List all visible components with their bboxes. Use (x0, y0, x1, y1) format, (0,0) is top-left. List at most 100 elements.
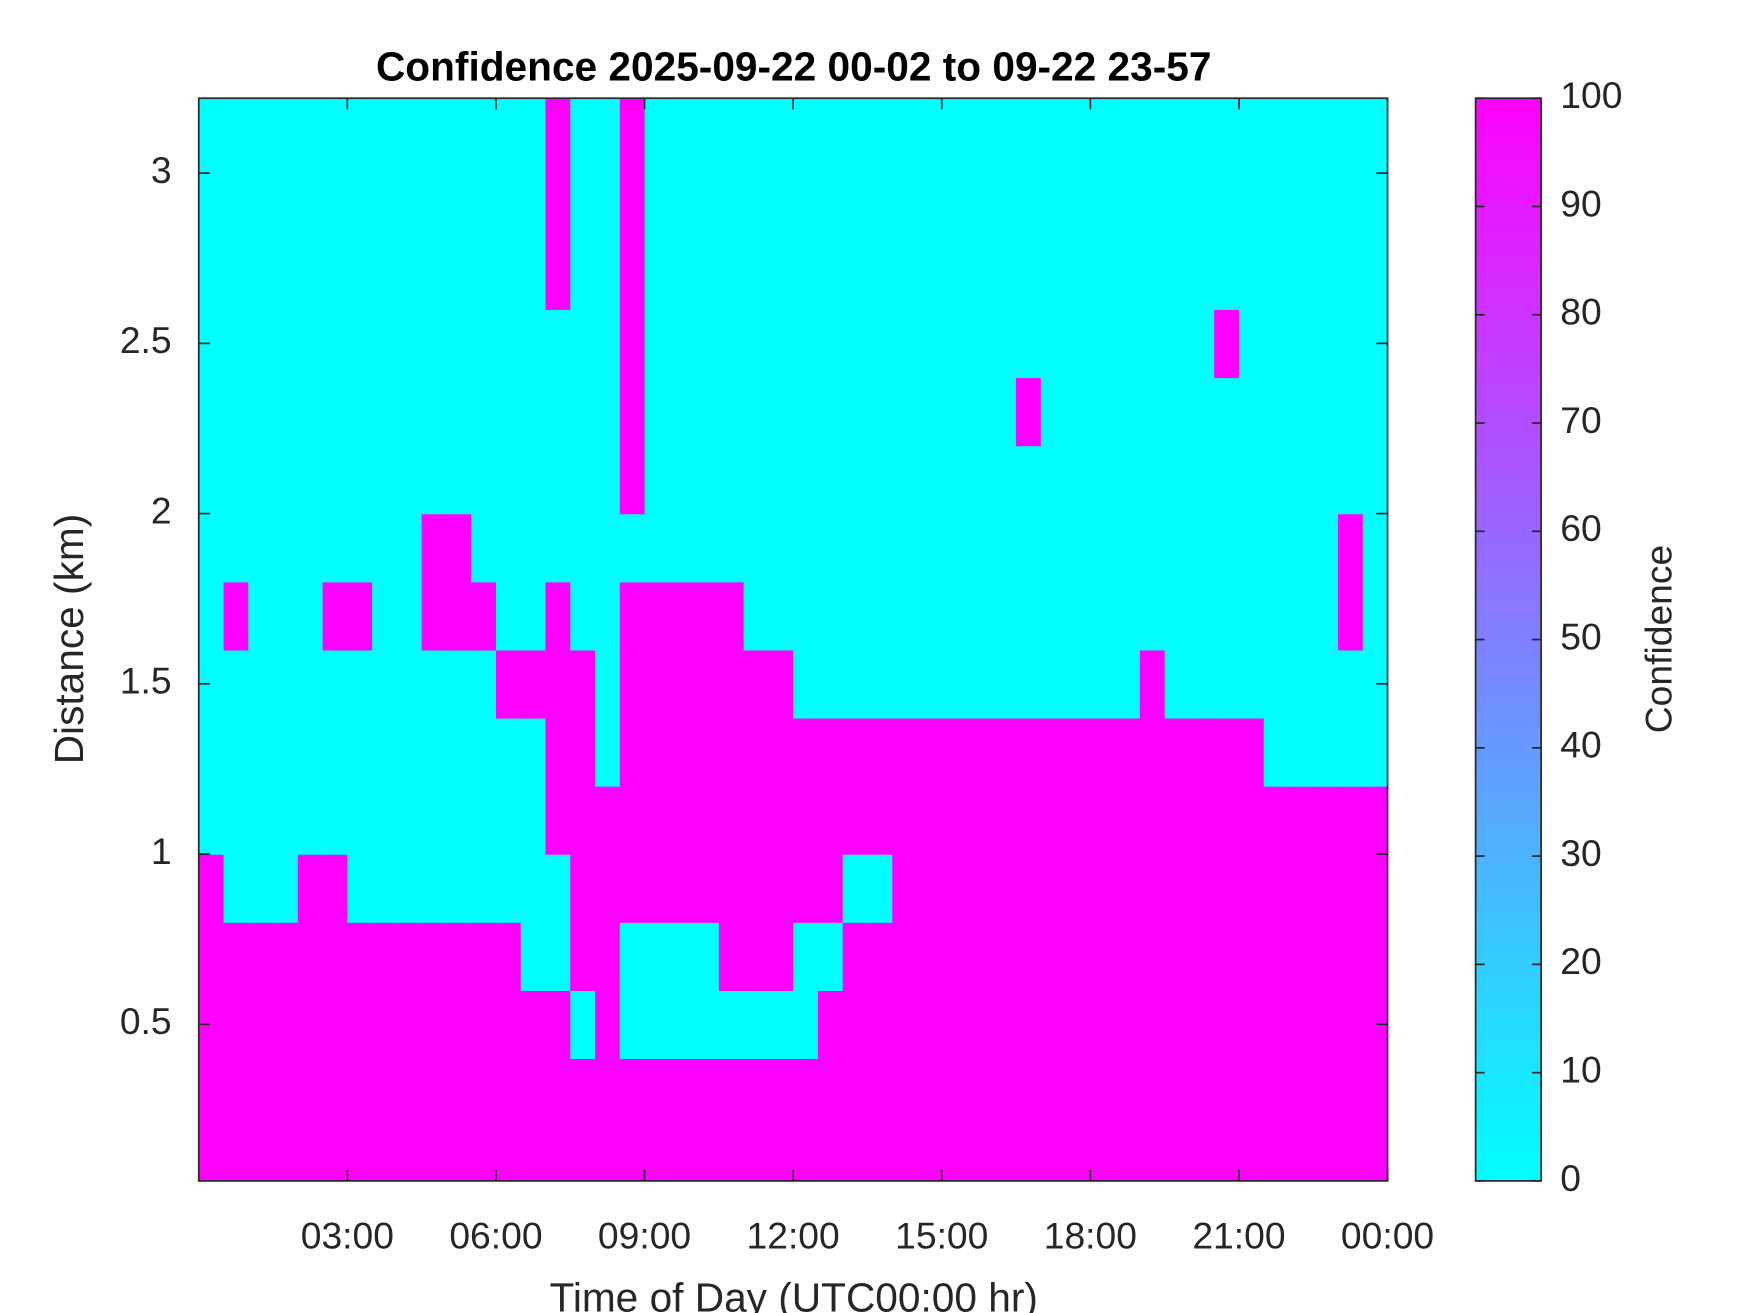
heatmap-cell (718, 581, 745, 651)
heatmap-cell (793, 241, 819, 310)
heatmap-cell (1139, 785, 1166, 855)
heatmap-cell (223, 854, 249, 923)
heatmap-cell (322, 649, 349, 719)
heatmap-cell (396, 241, 423, 310)
heatmap-cell (223, 1058, 249, 1128)
heatmap-cell (867, 445, 893, 515)
heatmap-cell (1040, 173, 1067, 242)
heatmap-cell (619, 785, 646, 855)
heatmap-cell (471, 854, 497, 923)
heatmap-cell (446, 173, 472, 242)
heatmap-cell (570, 445, 596, 515)
heatmap-cell (1164, 445, 1191, 515)
heatmap-cell (793, 513, 819, 583)
heatmap-cell (867, 1058, 893, 1128)
heatmap-cell (372, 98, 398, 174)
heatmap-cell (495, 173, 522, 242)
heatmap-cell (1139, 649, 1166, 719)
heatmap-cell (991, 1058, 1017, 1128)
heatmap-cell (1238, 854, 1265, 923)
heatmap-cell (1090, 377, 1116, 447)
heatmap-cell (644, 513, 670, 583)
heatmap-cell (991, 990, 1017, 1060)
heatmap-cell (372, 717, 398, 787)
heatmap-cell (842, 922, 869, 991)
heatmap-cell (941, 309, 968, 379)
heatmap-cell (1362, 1126, 1388, 1181)
heatmap-cell (941, 445, 968, 515)
heatmap-cell (520, 513, 547, 583)
heatmap-cell (1288, 309, 1314, 379)
heatmap-cell (322, 1058, 349, 1128)
heatmap-cell (1164, 1058, 1191, 1128)
x-tick-label: 03:00 (301, 1214, 394, 1256)
heatmap-cell (966, 445, 992, 515)
heatmap-cell (595, 98, 621, 174)
heatmap-cell (743, 854, 770, 923)
heatmap-cell (471, 581, 497, 651)
heatmap-cell (471, 377, 497, 447)
heatmap-cell (545, 785, 571, 855)
heatmap-cell (941, 990, 968, 1060)
heatmap-cell (1090, 990, 1116, 1060)
heatmap-cell (694, 990, 720, 1060)
heatmap-cell (446, 241, 472, 310)
heatmap-cell (941, 1058, 968, 1128)
heatmap-cell (1189, 990, 1215, 1060)
heatmap-cell (1362, 854, 1388, 923)
heatmap-cell (1338, 173, 1364, 242)
heatmap-cell (892, 241, 918, 310)
heatmap-cell (1263, 1058, 1290, 1128)
heatmap-cell (595, 922, 621, 991)
heatmap-cell (1115, 1058, 1141, 1128)
heatmap-cell (297, 98, 324, 174)
heatmap-cell (694, 649, 720, 719)
heatmap-cell (322, 1126, 349, 1181)
heatmap-cell (991, 98, 1017, 174)
heatmap-cell (322, 990, 349, 1060)
heatmap-cell (867, 922, 893, 991)
heatmap-cell (842, 513, 869, 583)
heatmap-cell (1016, 513, 1042, 583)
heatmap-cell (595, 581, 621, 651)
heatmap-cell (248, 98, 274, 174)
heatmap-cell (793, 1126, 819, 1181)
heatmap-cell (1115, 1126, 1141, 1181)
heatmap-cell (223, 377, 249, 447)
heatmap-cell (694, 241, 720, 310)
heatmap-cell (743, 241, 770, 310)
heatmap-cell (817, 377, 844, 447)
heatmap-cell (619, 98, 646, 174)
heatmap-cell (1263, 581, 1290, 651)
heatmap-cell (916, 98, 943, 174)
heatmap-cell (1115, 241, 1141, 310)
heatmap-cell (842, 241, 869, 310)
heatmap-cell (1016, 1058, 1042, 1128)
heatmap-cell (619, 854, 646, 923)
heatmap-cell (842, 717, 869, 787)
heatmap-cell (347, 990, 373, 1060)
heatmap-cell (1238, 173, 1265, 242)
heatmap-cell (545, 309, 571, 379)
heatmap-cell (644, 990, 670, 1060)
heatmap-cell (916, 581, 943, 651)
heatmap-cell (892, 922, 918, 991)
heatmap-cell (1139, 581, 1166, 651)
heatmap-cell (817, 445, 844, 515)
heatmap-cell (1189, 241, 1215, 310)
heatmap-cell (520, 854, 547, 923)
heatmap-cell (916, 649, 943, 719)
heatmap-cell (619, 1058, 646, 1128)
heatmap-cell (570, 581, 596, 651)
heatmap-cell (1288, 445, 1314, 515)
heatmap-cell (495, 922, 522, 991)
heatmap-cell (471, 785, 497, 855)
heatmap-cell (619, 649, 646, 719)
heatmap-cell (694, 445, 720, 515)
heatmap-cell (1139, 922, 1166, 991)
heatmap-cell (718, 785, 745, 855)
heatmap-cell (1338, 1058, 1364, 1128)
heatmap-cell (1115, 98, 1141, 174)
heatmap-cell (372, 922, 398, 991)
heatmap-cell (842, 649, 869, 719)
